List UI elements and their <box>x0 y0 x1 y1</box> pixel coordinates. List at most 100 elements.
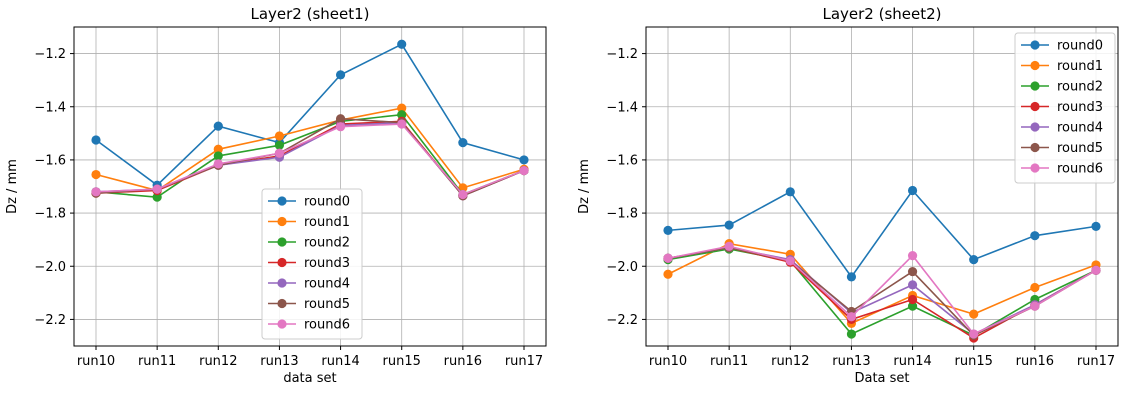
y-axis-title: Dz / mm <box>577 159 592 214</box>
legend-swatch-marker <box>277 278 287 288</box>
series-line-round3 <box>667 246 1097 339</box>
data-point-round6 <box>969 329 979 339</box>
data-point-round6 <box>846 312 857 322</box>
y-axis-title: Dz / mm <box>5 159 20 214</box>
legend: round0 round1 round2 round3 round4 round5 roun… <box>261 188 363 340</box>
data-point-round0 <box>213 121 223 131</box>
data-point-round2 <box>907 301 918 311</box>
data-point-round6 <box>335 122 346 132</box>
x-tick-label: run17 <box>505 354 543 369</box>
legend-label: round0 <box>304 195 350 210</box>
series-line-round0 <box>95 43 525 187</box>
legend-swatch-marker <box>277 196 287 206</box>
series-line-round2 <box>667 248 1097 337</box>
legend-box <box>1014 32 1116 184</box>
data-point-round6 <box>213 159 223 169</box>
data-point-round1 <box>458 183 468 193</box>
data-point-round5 <box>335 114 346 124</box>
data-point-round1 <box>213 144 223 154</box>
x-tick-label: run15 <box>383 354 421 369</box>
x-tick-label: run14 <box>893 354 931 369</box>
series-round6 <box>663 241 1101 339</box>
data-point-round6 <box>152 184 162 194</box>
y-tick-label: −2.2 <box>606 313 638 328</box>
legend-label: round6 <box>304 318 350 333</box>
data-point-round6 <box>458 189 468 200</box>
data-point-round1 <box>274 131 285 141</box>
series-line-round2 <box>95 113 525 198</box>
data-point-round0 <box>1091 221 1101 231</box>
y-tick-label: −1.4 <box>34 100 66 115</box>
x-tick-label: run13 <box>260 354 298 369</box>
legend-swatch-marker <box>277 237 287 247</box>
x-tick-label: run12 <box>771 354 809 369</box>
data-point-round6 <box>397 119 407 129</box>
legend-label: round3 <box>304 256 350 271</box>
data-point-round0 <box>91 135 101 145</box>
legend-label: round4 <box>1057 121 1103 136</box>
data-point-round1 <box>969 309 979 319</box>
data-point-round6 <box>1091 265 1101 275</box>
legend-swatch-marker <box>277 257 287 268</box>
chart-title: Layer2 (sheet2) <box>822 5 941 23</box>
plot-area-frame <box>73 26 547 347</box>
data-point-round0 <box>907 185 918 196</box>
series-line-round1 <box>667 242 1097 325</box>
legend: round0 round1 round2 round3 round4 round5 roun… <box>1014 32 1116 184</box>
legend-swatch-marker <box>1030 101 1040 112</box>
legend-label: round1 <box>304 215 350 230</box>
y-tick-label: −1.6 <box>606 153 638 168</box>
series-line-round6 <box>95 123 525 196</box>
legend-swatch-marker <box>1030 40 1040 50</box>
data-point-round2 <box>846 329 857 339</box>
data-point-round3 <box>907 294 918 305</box>
data-point-round5 <box>907 266 918 277</box>
y-tick-label: −1.2 <box>606 47 638 62</box>
data-point-round1 <box>91 169 101 180</box>
legend-label: round2 <box>1057 80 1103 95</box>
legend-label: round4 <box>304 277 350 292</box>
x-axis-title: Data set <box>854 371 909 386</box>
data-point-round0 <box>397 39 407 49</box>
series-line-round0 <box>667 189 1097 279</box>
chart-panel-2: run10 run11 run12 run13 run14 run15 run16 run17… <box>577 5 1119 386</box>
data-point-round6 <box>274 148 285 158</box>
y-tick-label: −2.0 <box>34 260 66 275</box>
x-tick-label: run16 <box>1016 354 1054 369</box>
x-tick-label: run11 <box>710 354 748 369</box>
legend-box <box>261 188 363 340</box>
data-point-round6 <box>785 256 795 266</box>
data-point-round6 <box>1030 301 1040 311</box>
x-tick-label: run10 <box>77 354 115 369</box>
legend-swatch-marker <box>277 298 287 309</box>
plot-area-frame <box>645 26 1119 347</box>
data-point-round6 <box>519 165 529 176</box>
data-point-round0 <box>846 272 857 282</box>
x-tick-label: run16 <box>444 354 482 369</box>
legend-label: round5 <box>1057 141 1103 156</box>
chart-title: Layer2 (sheet1) <box>250 5 369 23</box>
data-point-round0 <box>785 187 795 197</box>
data-point-round1 <box>397 103 407 113</box>
legend-swatch-marker <box>1030 81 1040 91</box>
y-tick-label: −2.2 <box>34 313 66 328</box>
data-point-round6 <box>724 241 734 251</box>
chart-panel-1: run10 run11 run12 run13 run14 run15 run16 run17… <box>5 5 547 386</box>
y-tick-label: −2.0 <box>606 260 638 275</box>
legend-label: round6 <box>1057 162 1103 177</box>
y-tick-label: −1.4 <box>606 100 638 115</box>
x-axis-title: data set <box>283 371 336 386</box>
legend-swatch-marker <box>1030 163 1040 173</box>
legend-swatch-marker <box>1030 142 1040 153</box>
x-tick-label: run17 <box>1077 354 1115 369</box>
data-point-round2 <box>274 140 285 150</box>
data-point-round0 <box>458 138 468 148</box>
legend-label: round1 <box>1057 59 1103 74</box>
data-point-round0 <box>1030 231 1040 241</box>
data-point-round0 <box>519 155 529 165</box>
y-tick-label: −1.2 <box>34 47 66 62</box>
series-line-round5 <box>667 246 1097 337</box>
series-line-round6 <box>667 245 1097 336</box>
